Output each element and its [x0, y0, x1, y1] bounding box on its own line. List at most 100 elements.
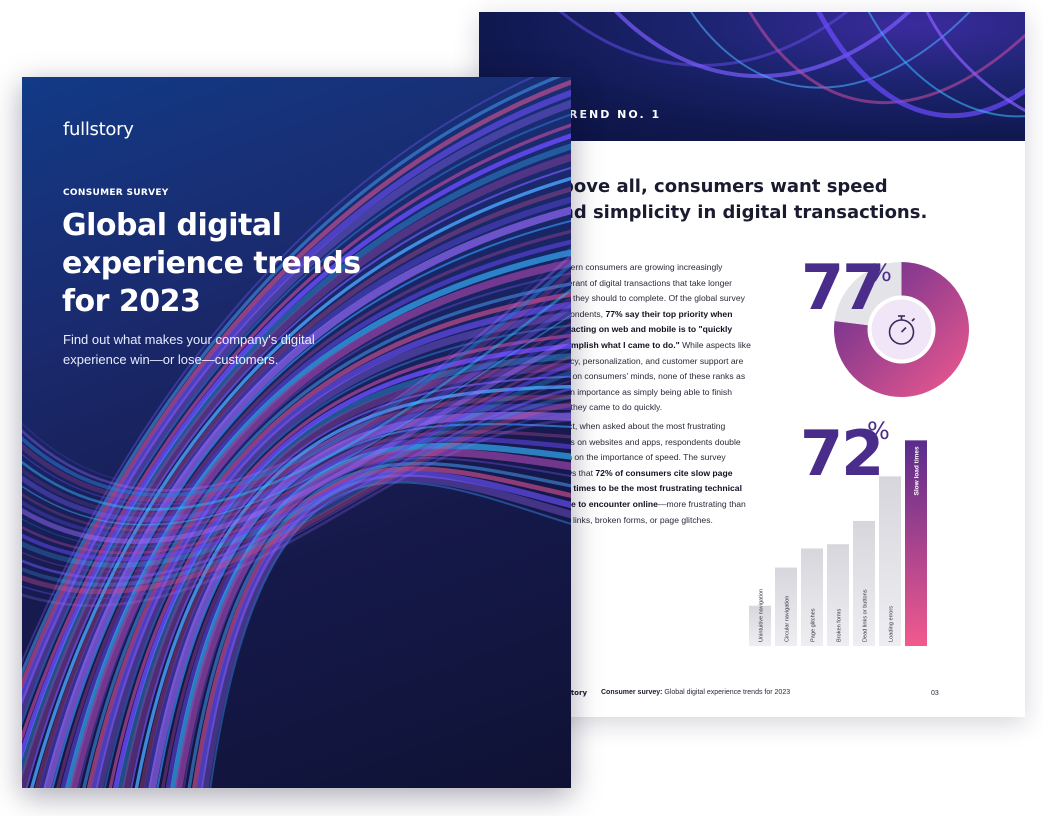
swirl-stroke [22, 280, 571, 506]
line-text: ues on websites and apps, respondents do… [561, 436, 741, 447]
swirl-stroke [187, 461, 571, 788]
swirl-stroke [22, 402, 571, 595]
swirl-stroke [143, 403, 571, 788]
swirl-stroke [22, 380, 571, 573]
swirl-stroke [22, 337, 571, 544]
swirl-stroke [134, 385, 571, 788]
footer-title: Global digital experience trends for 202… [662, 689, 791, 696]
paragraph-line: an they should to complete. Of the globa… [561, 291, 776, 307]
swirl-stroke [82, 282, 571, 788]
swirl-stroke [22, 411, 571, 600]
swirl-stroke [34, 186, 571, 788]
bar-loading-errors [879, 476, 901, 646]
line-text: vacy, personalization, and customer supp… [561, 355, 744, 366]
bar-page-glitches [801, 548, 823, 646]
frustration-bar-chart: Unintuitive navigation Circular navigatio… [749, 440, 927, 646]
swirl-stroke [22, 370, 571, 568]
headline-line: nd simplicity in digital transactions. [561, 202, 928, 223]
swirl-stroke [161, 430, 571, 788]
paragraph-line: sue to encounter online—more frustrating… [561, 497, 776, 513]
line-bold: complish what I came to do." [561, 339, 680, 350]
headline-line: bove all, consumers want speed [561, 176, 888, 197]
swirl-stroke [86, 291, 571, 788]
footer-text: Consumer survey: Global digital experien… [601, 689, 790, 696]
line-bold: sue to encounter online [561, 498, 658, 509]
paragraph-line: nsacting on web and mobile is to "quickl… [561, 322, 776, 338]
paragraph-line: ad links, broken forms, or page glitches… [561, 513, 776, 529]
swirl-stroke [25, 166, 571, 788]
swirl-stroke [56, 229, 571, 788]
swirl-stroke [103, 324, 571, 788]
swirl-stroke [22, 245, 571, 487]
swirl-stroke [22, 314, 571, 526]
stat-77-unit: % [869, 259, 892, 287]
swirl-stroke [22, 153, 571, 788]
paragraph-line: h in importance as simply being able to … [561, 385, 776, 401]
swirl-stroke [43, 206, 571, 788]
line-text: ows that [561, 467, 596, 478]
swirl-stroke [22, 329, 571, 538]
swirl-stroke [51, 219, 571, 788]
swirl-stroke [130, 375, 571, 788]
trend-label: REND NO. 1 [569, 108, 662, 121]
swirl-stroke [69, 259, 571, 788]
swirl-stroke [22, 113, 571, 727]
paragraph-line: ows that 72% of consumers cite slow page [561, 466, 776, 482]
body-paragraph-2: fact, when asked about the most frustrat… [561, 419, 776, 528]
line-bold: nsacting on web and mobile is to "quickl… [561, 324, 733, 335]
stat-77-value: 77 [801, 251, 885, 324]
paragraph-line: fact, when asked about the most frustrat… [561, 419, 776, 435]
swirl-stroke [22, 303, 571, 522]
cover-subtitle: Find out what makes your company's digit… [63, 332, 315, 367]
swirl-stroke [22, 133, 571, 761]
swirl-stroke [22, 288, 571, 511]
stopwatch-icon [888, 315, 916, 345]
swirl-stroke [113, 343, 571, 788]
swirl-stroke [22, 355, 571, 555]
bar-label: Page glitches [811, 608, 817, 642]
swirl-stroke [22, 362, 571, 561]
swirl-stroke [22, 77, 563, 678]
swirl-stroke [30, 176, 571, 788]
swirl-stroke [22, 123, 571, 743]
body-paragraph-1: odern consumers are growing increasingly… [561, 260, 776, 416]
bar-slow-load-times [905, 440, 927, 646]
cover-title: Global digital experience trends for 202… [62, 208, 361, 319]
swirl-stroke [108, 333, 571, 788]
line-text: an they should to complete. Of the globa… [561, 293, 745, 304]
bar-label: Dead links or buttons [863, 589, 869, 642]
footer-label: Consumer survey: [601, 689, 663, 696]
page-number: 03 [931, 690, 939, 697]
swirl-stroke [22, 295, 571, 517]
swirl-stroke [22, 394, 571, 587]
swirl-stroke [196, 470, 571, 788]
swirl-stroke [148, 411, 571, 788]
line-text: h in importance as simply being able to … [561, 386, 733, 397]
stat-72-value: 72 [800, 417, 884, 490]
swirl-stroke [60, 239, 571, 788]
swirl-stroke [22, 77, 536, 665]
line-text: wn on the importance of speed. The surve… [561, 452, 726, 463]
swirl-stroke [39, 196, 571, 788]
swirl-stroke [174, 448, 571, 788]
bar-circular-navigation [775, 567, 797, 646]
donut-inner-ring [871, 299, 932, 360]
swirl-stroke [209, 481, 571, 788]
line-bold: ad times to be the most frustrating tech… [561, 483, 742, 494]
paragraph-line: ad times to be the most frustrating tech… [561, 481, 776, 497]
swirl-stroke [170, 442, 571, 788]
line-bold: 77% say their top priority when [605, 308, 733, 319]
paragraph-line: at they came to do quickly. [561, 400, 776, 416]
swirl-stroke [201, 474, 571, 788]
paragraph-line: so on consumers' minds, none of these ra… [561, 369, 776, 385]
paragraph-line: spondents, 77% say their top priority wh… [561, 307, 776, 323]
swirl-stroke [22, 143, 571, 780]
bar-label: Broken forms [837, 609, 843, 642]
swirl-stroke [95, 311, 571, 788]
swirl-stroke [77, 272, 571, 788]
swirl-stroke [192, 466, 571, 788]
bar-label: Unintuitive navigation [759, 589, 765, 642]
bar-label: Loading errors [889, 606, 895, 642]
swirl-stroke [22, 89, 571, 706]
report-cover: fullstory CONSUMER SURVEY Global digital… [22, 77, 571, 788]
